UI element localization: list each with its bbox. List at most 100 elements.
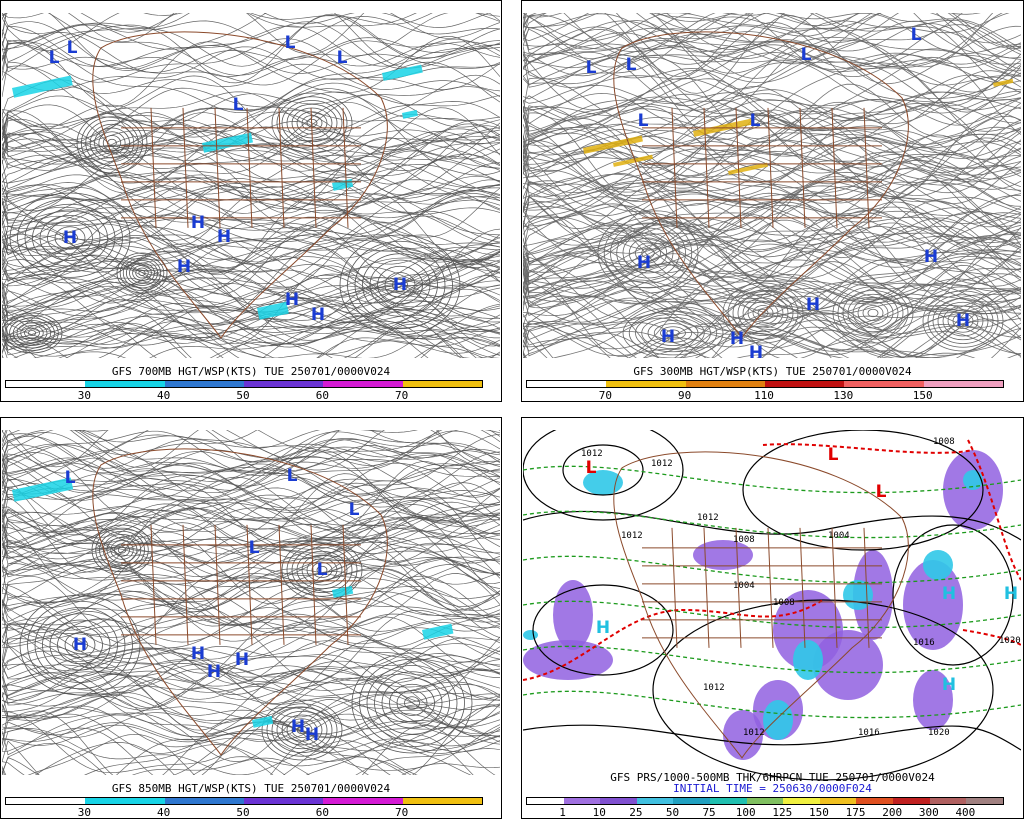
high-pressure-marker: H xyxy=(596,618,610,638)
colorbar-segment xyxy=(764,381,845,387)
high-pressure-marker: H xyxy=(637,253,651,273)
low-pressure-marker: L xyxy=(638,111,649,131)
colorbar-tick-label: 110 xyxy=(754,389,774,402)
colorbar-tick-label: 130 xyxy=(833,389,854,402)
precip-area xyxy=(723,710,763,760)
isobar-label: 1012 xyxy=(743,728,765,738)
colorbar-tick-label: 150 xyxy=(912,389,933,402)
high-pressure-marker: H xyxy=(177,257,191,277)
colorbar xyxy=(5,797,483,805)
high-pressure-marker: H xyxy=(191,213,205,233)
high-pressure-marker: H xyxy=(311,305,325,325)
isobar-label: 1012 xyxy=(581,449,603,459)
high-pressure-marker: H xyxy=(806,295,820,315)
colorbar xyxy=(5,380,483,388)
precip-area xyxy=(813,630,883,700)
precip-area xyxy=(553,580,593,650)
high-pressure-marker: H xyxy=(942,584,956,604)
colorbar-segment xyxy=(636,798,674,804)
precip-area-heavy xyxy=(523,630,538,640)
colorbar-segment xyxy=(673,798,711,804)
colorbar-segment xyxy=(893,798,930,804)
low-pressure-marker: L xyxy=(911,25,922,45)
high-pressure-marker: H xyxy=(285,290,299,310)
colorbar-ticks: 30 40 50 60 70 xyxy=(1,806,501,819)
colorbar-ticks: 70 90 110 130 150 xyxy=(522,389,1023,402)
high-pressure-marker: H xyxy=(207,662,221,682)
precip-area-heavy xyxy=(963,470,983,490)
low-pressure-marker: L xyxy=(67,38,78,58)
colorbar-segment xyxy=(783,798,820,804)
colorbar xyxy=(526,380,1004,388)
high-pressure-marker: H xyxy=(924,247,938,267)
colorbar-segment xyxy=(600,798,637,804)
high-pressure-marker: H xyxy=(235,650,249,670)
isobar-label: 1012 xyxy=(697,513,719,523)
map-thickness-precip: 1012 1012 1008 1012 1012 1004 1004 1008 1012 1016… xyxy=(523,430,1021,781)
colorbar-tick-label: 10 xyxy=(592,806,606,819)
colorbar-segment xyxy=(929,798,967,804)
panel-title: GFS 300MB HGT/WSP(KTS) TUE 250701/0000V0… xyxy=(633,365,912,378)
high-pressure-marker: H xyxy=(730,329,744,349)
colorbar-segment xyxy=(85,381,165,387)
high-pressure-marker: H xyxy=(217,227,231,247)
isobar-label: 1008 xyxy=(773,598,795,608)
low-pressure-marker: L xyxy=(626,55,637,75)
colorbar-tick-label: 175 xyxy=(845,806,866,819)
isobar-label: 1016 xyxy=(913,638,935,648)
panel-title: GFS 850MB HGT/WSP(KTS) TUE 250701/0000V0… xyxy=(111,782,391,795)
colorbar-segment xyxy=(710,798,747,804)
colorbar-segment xyxy=(164,798,244,804)
high-pressure-marker: H xyxy=(661,327,675,347)
isobar-label: 1008 xyxy=(733,535,755,545)
low-pressure-marker: L xyxy=(317,560,328,580)
colorbar-tick-label: 60 xyxy=(315,806,329,819)
isobar-label: 1020 xyxy=(928,728,950,738)
colorbar-tick-label: 25 xyxy=(629,806,643,819)
colorbar-tick-label: 300 xyxy=(918,806,939,819)
colorbar-segment xyxy=(563,798,601,804)
precip-area xyxy=(523,640,613,680)
low-pressure-marker: L xyxy=(285,33,296,53)
colorbar-segment xyxy=(527,798,564,804)
isobar-label: 1012 xyxy=(651,459,673,469)
colorbar-segment xyxy=(923,381,1003,387)
colorbar-segment xyxy=(606,381,686,387)
colorbar-tick-label: 50 xyxy=(665,806,680,819)
low-pressure-marker: L xyxy=(233,95,244,115)
colorbar-tick-label: 400 xyxy=(955,806,976,819)
colorbar-tick-label: 70 xyxy=(395,806,409,819)
panel-subtitle: INITIAL TIME = 250630/0000F024 xyxy=(673,782,872,795)
isobar-label: 1012 xyxy=(703,683,725,693)
precip-area xyxy=(903,560,963,650)
low-pressure-marker: L xyxy=(287,466,298,486)
low-pressure-marker: L xyxy=(249,538,260,558)
colorbar-segment xyxy=(966,798,1003,804)
low-pressure-marker: L xyxy=(337,48,348,68)
colorbar-tick-label: 60 xyxy=(315,389,329,402)
precip-area-heavy xyxy=(923,550,953,580)
isobar-label: 1012 xyxy=(621,531,643,541)
colorbar-tick-label: 90 xyxy=(678,389,692,402)
low-pressure-marker: L xyxy=(801,45,812,65)
panel-title: GFS PRS/1000-500MB THK/6HRPCN TUE 250701… xyxy=(610,771,935,784)
precip-area-heavy xyxy=(583,470,623,495)
low-pressure-marker: L xyxy=(750,111,761,131)
colorbar-segment xyxy=(402,798,482,804)
low-pressure-marker: L xyxy=(65,468,76,488)
precip-area-heavy xyxy=(793,640,823,680)
high-pressure-marker: H xyxy=(73,635,87,655)
colorbar-tick-label: 150 xyxy=(808,806,829,819)
low-pressure-marker: L xyxy=(349,500,360,520)
colorbar-tick-label: 30 xyxy=(77,806,91,819)
colorbar-ticks: 1 10 25 50 75 100 125 150 175 200 300 400 xyxy=(522,806,1023,819)
isobar-label: 1016 xyxy=(858,728,880,738)
low-pressure-marker: L xyxy=(876,482,887,502)
colorbar-tick-label: 70 xyxy=(598,389,612,402)
colorbar-tick-label: 1 xyxy=(559,806,566,819)
colorbar-segment xyxy=(819,798,857,804)
